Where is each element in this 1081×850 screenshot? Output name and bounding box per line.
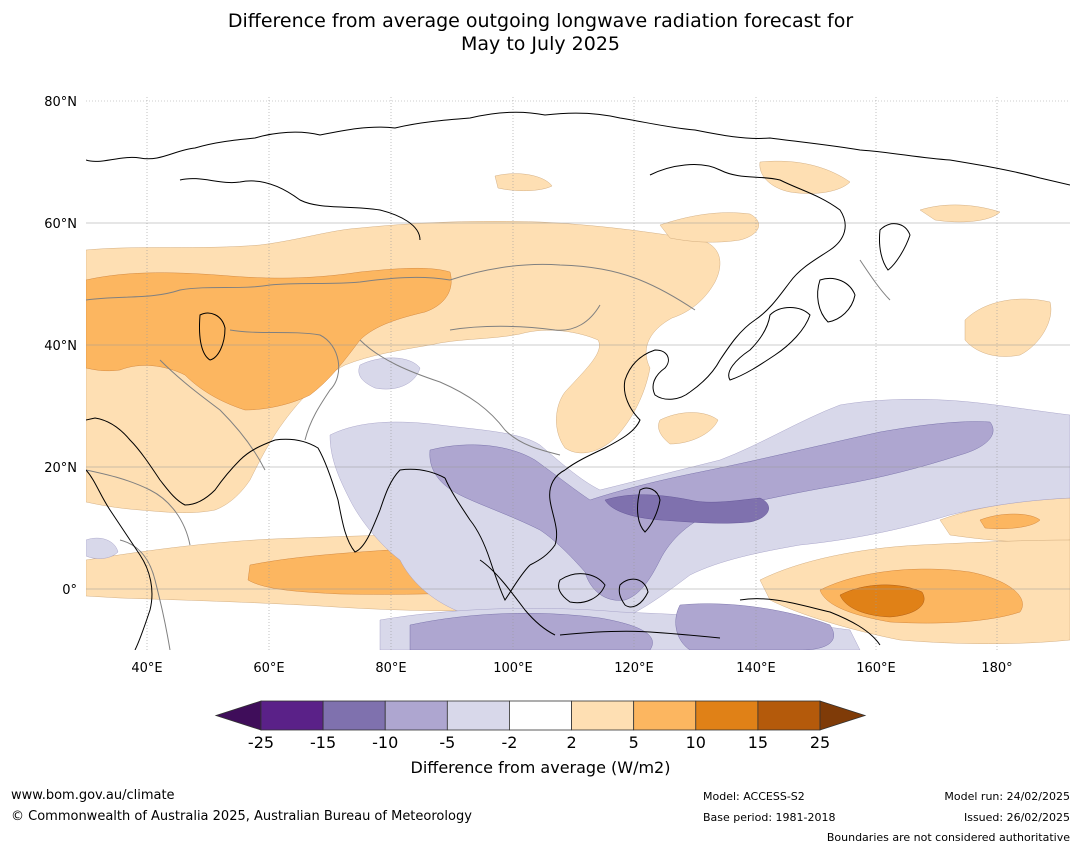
boundary-central-asia (229, 329, 340, 441)
anomaly-siberia-light (659, 212, 759, 243)
colorbar-swatch (446, 700, 510, 731)
boundary-china-south (359, 339, 561, 456)
anomaly-pacific-light (964, 298, 1052, 357)
anomaly-philippines-strong-neg (604, 494, 769, 524)
anomaly-central-asia-med (86, 268, 452, 411)
coast-kara (179, 178, 421, 241)
coast-arctic (86, 111, 1070, 186)
colorbar-tick-label: -25 (248, 733, 274, 752)
coast-new-guinea (739, 598, 881, 646)
colorbar-tick-label: 2 (566, 733, 576, 752)
lon-label-100: 100°E (493, 661, 533, 676)
lon-label-140: 140°E (736, 661, 776, 676)
anomaly-arctic-light (759, 161, 851, 194)
colorbar-tick-label: -10 (372, 733, 398, 752)
boundary-russia-mongolia (449, 263, 696, 311)
footer-issued: Issued: 26/02/2025 (963, 811, 1070, 824)
boundary-korea (859, 259, 891, 301)
footer-model-run: Model run: 24/02/2025 (944, 790, 1070, 803)
footer-model: Model: ACCESS-S2 (703, 790, 805, 803)
colorbar-tick-label: 10 (686, 733, 706, 752)
colorbar-tick-label: 15 (748, 733, 768, 752)
coast-siberia-east (649, 164, 846, 283)
colorbar-title: Difference from average (W/m2) (410, 758, 671, 777)
latitude-labels: 80°N 60°N 40°N 20°N 0° (44, 95, 77, 598)
map-gridlines (86, 97, 1070, 650)
anomaly-australia-med-neg (675, 603, 834, 650)
lon-label-180: 180° (981, 661, 1012, 676)
colorbar-swatch (322, 700, 386, 731)
coast-arabia (86, 417, 276, 506)
colorbar-tick-label: -2 (501, 733, 517, 752)
coast-java (559, 630, 721, 639)
lon-label-60: 60°E (253, 661, 284, 676)
coast-sulawesi (618, 578, 649, 608)
map-title: Difference from average outgoing longwav… (0, 10, 1081, 56)
lon-label-80: 80°E (375, 661, 406, 676)
colorbar-swatch (571, 700, 635, 731)
boundary-africa-1 (86, 469, 191, 546)
footer-boundaries-note: Boundaries are not considered authoritat… (826, 831, 1070, 844)
lon-label-160: 160°E (856, 661, 896, 676)
colorbar-swatch (757, 700, 821, 731)
anomaly-okhotsk-light (919, 204, 1001, 223)
coast-philippines (637, 487, 661, 533)
anomaly-wpac-med (979, 513, 1041, 529)
colorbar-tick-label: -5 (439, 733, 455, 752)
boundary-mongolia-china (449, 304, 601, 331)
coast-sumatra (479, 559, 556, 636)
coast-manchuria (689, 281, 791, 393)
colorbar-extend-high (819, 700, 867, 731)
colorbar-swatch (509, 700, 572, 731)
lon-label-120: 120°E (614, 661, 654, 676)
coast-indochina (529, 469, 566, 566)
lat-label-0: 0° (62, 583, 77, 598)
boundary-russia-kz (86, 276, 451, 301)
anomaly-neg-10-15 (604, 494, 769, 524)
coast-africa-east (86, 469, 153, 650)
lat-label-40: 40°N (44, 339, 77, 354)
footer-base-period: Base period: 1981-2018 (703, 811, 836, 824)
coast-caspian (199, 312, 226, 361)
coastlines (86, 111, 1070, 650)
colorbar-tick-label: -15 (310, 733, 336, 752)
map-title-line1: Difference from average outgoing longwav… (227, 10, 854, 32)
map-title-line2: May to July 2025 (461, 33, 620, 55)
footer-copyright: © Commonwealth of Australia 2025, Austra… (11, 809, 472, 824)
country-boundaries (86, 259, 891, 650)
coast-hokkaido (817, 277, 856, 323)
colorbar-extend-low (214, 700, 262, 731)
anomaly-taymyr-light (494, 173, 553, 191)
colorbar-swatch (384, 700, 448, 731)
coast-borneo (557, 573, 606, 604)
lat-label-80: 80°N (44, 95, 77, 110)
anomaly-indonesia-med-neg (409, 613, 653, 650)
coast-china-east (564, 349, 691, 471)
anomaly-africa-light-neg (86, 537, 119, 559)
colorbar-swatch (695, 700, 759, 731)
colorbar-tick-label: 25 (810, 733, 830, 752)
boundary-middle-east (159, 359, 266, 471)
colorbar-swatch (633, 700, 697, 731)
longitude-labels: 40°E 60°E 80°E 100°E 120°E 140°E 160°E 1… (131, 661, 1012, 676)
anomaly-tibet-light-neg (358, 357, 421, 390)
lat-label-60: 60°N (44, 217, 77, 232)
coast-japan (728, 307, 811, 381)
coast-india (274, 438, 446, 553)
coast-kamchatka (879, 223, 911, 271)
footer-url[interactable]: www.bom.gov.au/climate (11, 788, 175, 803)
anomaly-pacific-strong (839, 584, 925, 618)
colorbar-tick-label: 5 (629, 733, 639, 752)
map-panel (86, 97, 1070, 650)
lon-label-40: 40°E (131, 661, 162, 676)
coast-malay (444, 477, 531, 601)
colorbar: -25 -15 -10 -5 -2 2 5 10 15 25 (214, 700, 867, 752)
colorbar-swatch (260, 700, 324, 731)
boundary-africa-2 (119, 539, 171, 650)
lat-label-20: 20°N (44, 461, 77, 476)
anomaly-taiwan-light (658, 412, 719, 445)
